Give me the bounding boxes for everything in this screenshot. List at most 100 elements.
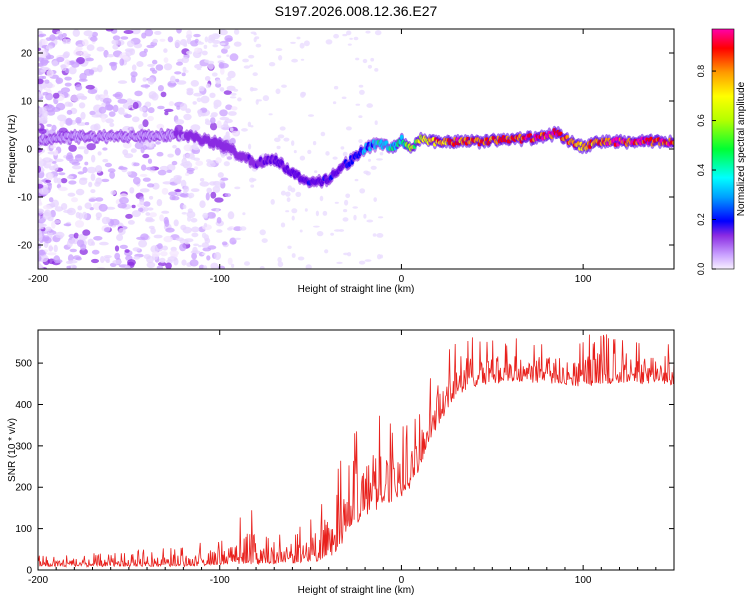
spectrogram-noise-speckle	[69, 248, 78, 253]
spectrogram-noise-speckle	[189, 259, 199, 267]
spectrogram-noise-speckle	[118, 107, 125, 115]
spectrogram-noise-speckle	[156, 123, 165, 130]
spectrogram-noise-speckle	[340, 146, 345, 150]
spectrogram-noise-speckle	[342, 33, 348, 37]
spectrogram-noise-speckle	[198, 244, 202, 248]
spectrogram-noise-speckle	[114, 252, 121, 260]
spectrogram-noise-speckle	[166, 169, 173, 173]
spectrogram-noise-speckle	[168, 191, 178, 197]
spectrogram-noise-speckle	[199, 200, 206, 208]
spectrogram-noise-speckle	[185, 34, 193, 39]
spectrogram-noise-speckle	[106, 104, 114, 111]
spectrogram-noise-speckle	[181, 72, 186, 77]
spectrogram-noise-speckle	[38, 249, 46, 256]
spectrogram-noise-speckle	[39, 226, 44, 230]
spectrogram-heatmap	[38, 29, 674, 269]
snr-xtick-label: -200	[28, 575, 48, 586]
spectrogram-noise-speckle	[299, 42, 305, 49]
spectrogram-noise-speckle	[72, 255, 82, 260]
spectrogram-noise-speckle	[71, 165, 82, 170]
spectrogram-noise-speckle	[152, 59, 158, 65]
spectrogram-noise-speckle	[154, 30, 162, 35]
spectrogram-noise-speckle	[48, 244, 53, 253]
spectrogram-noise-speckle	[138, 207, 144, 212]
spectrogram-noise-speckle	[157, 169, 167, 176]
spectrogram-noise-speckle	[47, 216, 54, 222]
spectrogram-noise-speckle	[200, 95, 210, 104]
spectrogram-noise-speckle	[300, 91, 306, 98]
spectrogram-noise-speckle	[144, 29, 154, 37]
spectrogram-xtick-label: -200	[28, 274, 48, 285]
spectrogram-noise-speckle	[44, 209, 52, 217]
spectrogram-noise-speckle	[248, 54, 255, 59]
spectrogram-noise-speckle	[248, 143, 252, 150]
spectrogram-noise-speckle	[219, 109, 228, 117]
spectrogram-noise-speckle	[38, 78, 44, 85]
spectrogram-noise-speckle	[79, 248, 88, 255]
spectrogram-noise-speckle	[300, 58, 305, 61]
spectrogram-noise-speckle	[88, 69, 95, 75]
spectrogram-noise-speckle	[366, 219, 374, 223]
spectrogram-noise-speckle	[117, 98, 128, 104]
spectrogram-noise-speckle	[313, 225, 320, 228]
spectrogram-noise-speckle	[276, 145, 281, 150]
spectrogram-noise-speckle	[71, 197, 78, 203]
spectrogram-noise-speckle	[38, 62, 44, 67]
spectrogram-noise-speckle	[118, 227, 126, 236]
spectrogram-noise-speckle	[146, 261, 156, 268]
spectrogram-noise-speckle	[46, 69, 54, 78]
spectrogram-noise-speckle	[297, 256, 305, 261]
spectrogram-noise-speckle	[315, 210, 319, 217]
spectrogram-noise-speckle	[230, 92, 237, 96]
spectrogram-noise-speckle	[251, 178, 257, 182]
spectrogram-noise-speckle	[322, 210, 328, 216]
spectrogram-noise-speckle	[341, 96, 347, 100]
spectrogram-noise-speckle	[51, 60, 59, 67]
spectrogram-noise-speckle	[110, 62, 117, 71]
spectrogram-noise-speckle	[227, 227, 233, 231]
spectrogram-noise-speckle	[281, 84, 287, 88]
spectrogram-noise-speckle	[132, 247, 141, 252]
spectrogram-noise-speckle	[343, 209, 348, 213]
spectrogram-noise-speckle	[285, 191, 291, 197]
spectrogram-noise-speckle	[51, 107, 61, 112]
spectrogram-noise-speckle	[86, 166, 97, 174]
spectrogram-noise-speckle	[353, 36, 359, 41]
spectrogram-noise-speckle	[60, 178, 68, 184]
spectrogram-noise-speckle	[358, 115, 363, 118]
spectrogram-noise-speckle	[217, 79, 222, 84]
spectrogram-noise-speckle	[175, 119, 185, 125]
spectrogram-noise-speckle	[333, 33, 339, 39]
spectrogram-noise-speckle	[217, 172, 224, 178]
spectrogram-noise-speckle	[220, 67, 225, 75]
spectrogram-noise-speckle	[149, 195, 154, 200]
spectrogram-noise-speckle	[241, 128, 248, 132]
spectrogram-noise-speckle	[149, 212, 157, 218]
spectrogram-noise-speckle	[227, 257, 233, 265]
spectrogram-noise-speckle	[370, 57, 375, 62]
spectrogram-noise-speckle	[38, 202, 43, 206]
spectrogram-noise-speckle	[95, 94, 101, 101]
spectrogram-noise-speckle	[312, 141, 317, 146]
spectrogram-noise-speckle	[53, 175, 58, 184]
spectrogram-noise-speckle	[234, 237, 241, 240]
spectrogram-noise-speckle	[206, 187, 212, 194]
spectrogram-noise-speckle	[167, 153, 174, 158]
spectrogram-noise-speckle	[181, 56, 189, 64]
spectrogram-noise-speckle	[342, 151, 348, 157]
spectrogram-noise-speckle	[151, 69, 158, 74]
spectrogram-noise-speckle	[67, 192, 76, 197]
spectrogram-noise-speckle	[226, 156, 233, 160]
spectrogram-noise-speckle	[316, 231, 324, 237]
spectrogram-noise-speckle	[286, 197, 291, 203]
spectrogram-noise-speckle	[164, 111, 169, 116]
spectrogram-noise-speckle	[120, 36, 129, 40]
spectrogram-noise-speckle	[53, 244, 58, 253]
spectrogram-noise-speckle	[220, 177, 229, 181]
spectrogram-noise-speckle	[233, 226, 243, 232]
spectrogram-noise-speckle	[170, 75, 176, 84]
spectrogram-noise-speckle	[250, 125, 254, 128]
spectrogram-noise-speckle	[210, 191, 217, 199]
spectrogram-noise-speckle	[203, 222, 208, 228]
spectrogram-noise-speckle	[179, 102, 188, 111]
